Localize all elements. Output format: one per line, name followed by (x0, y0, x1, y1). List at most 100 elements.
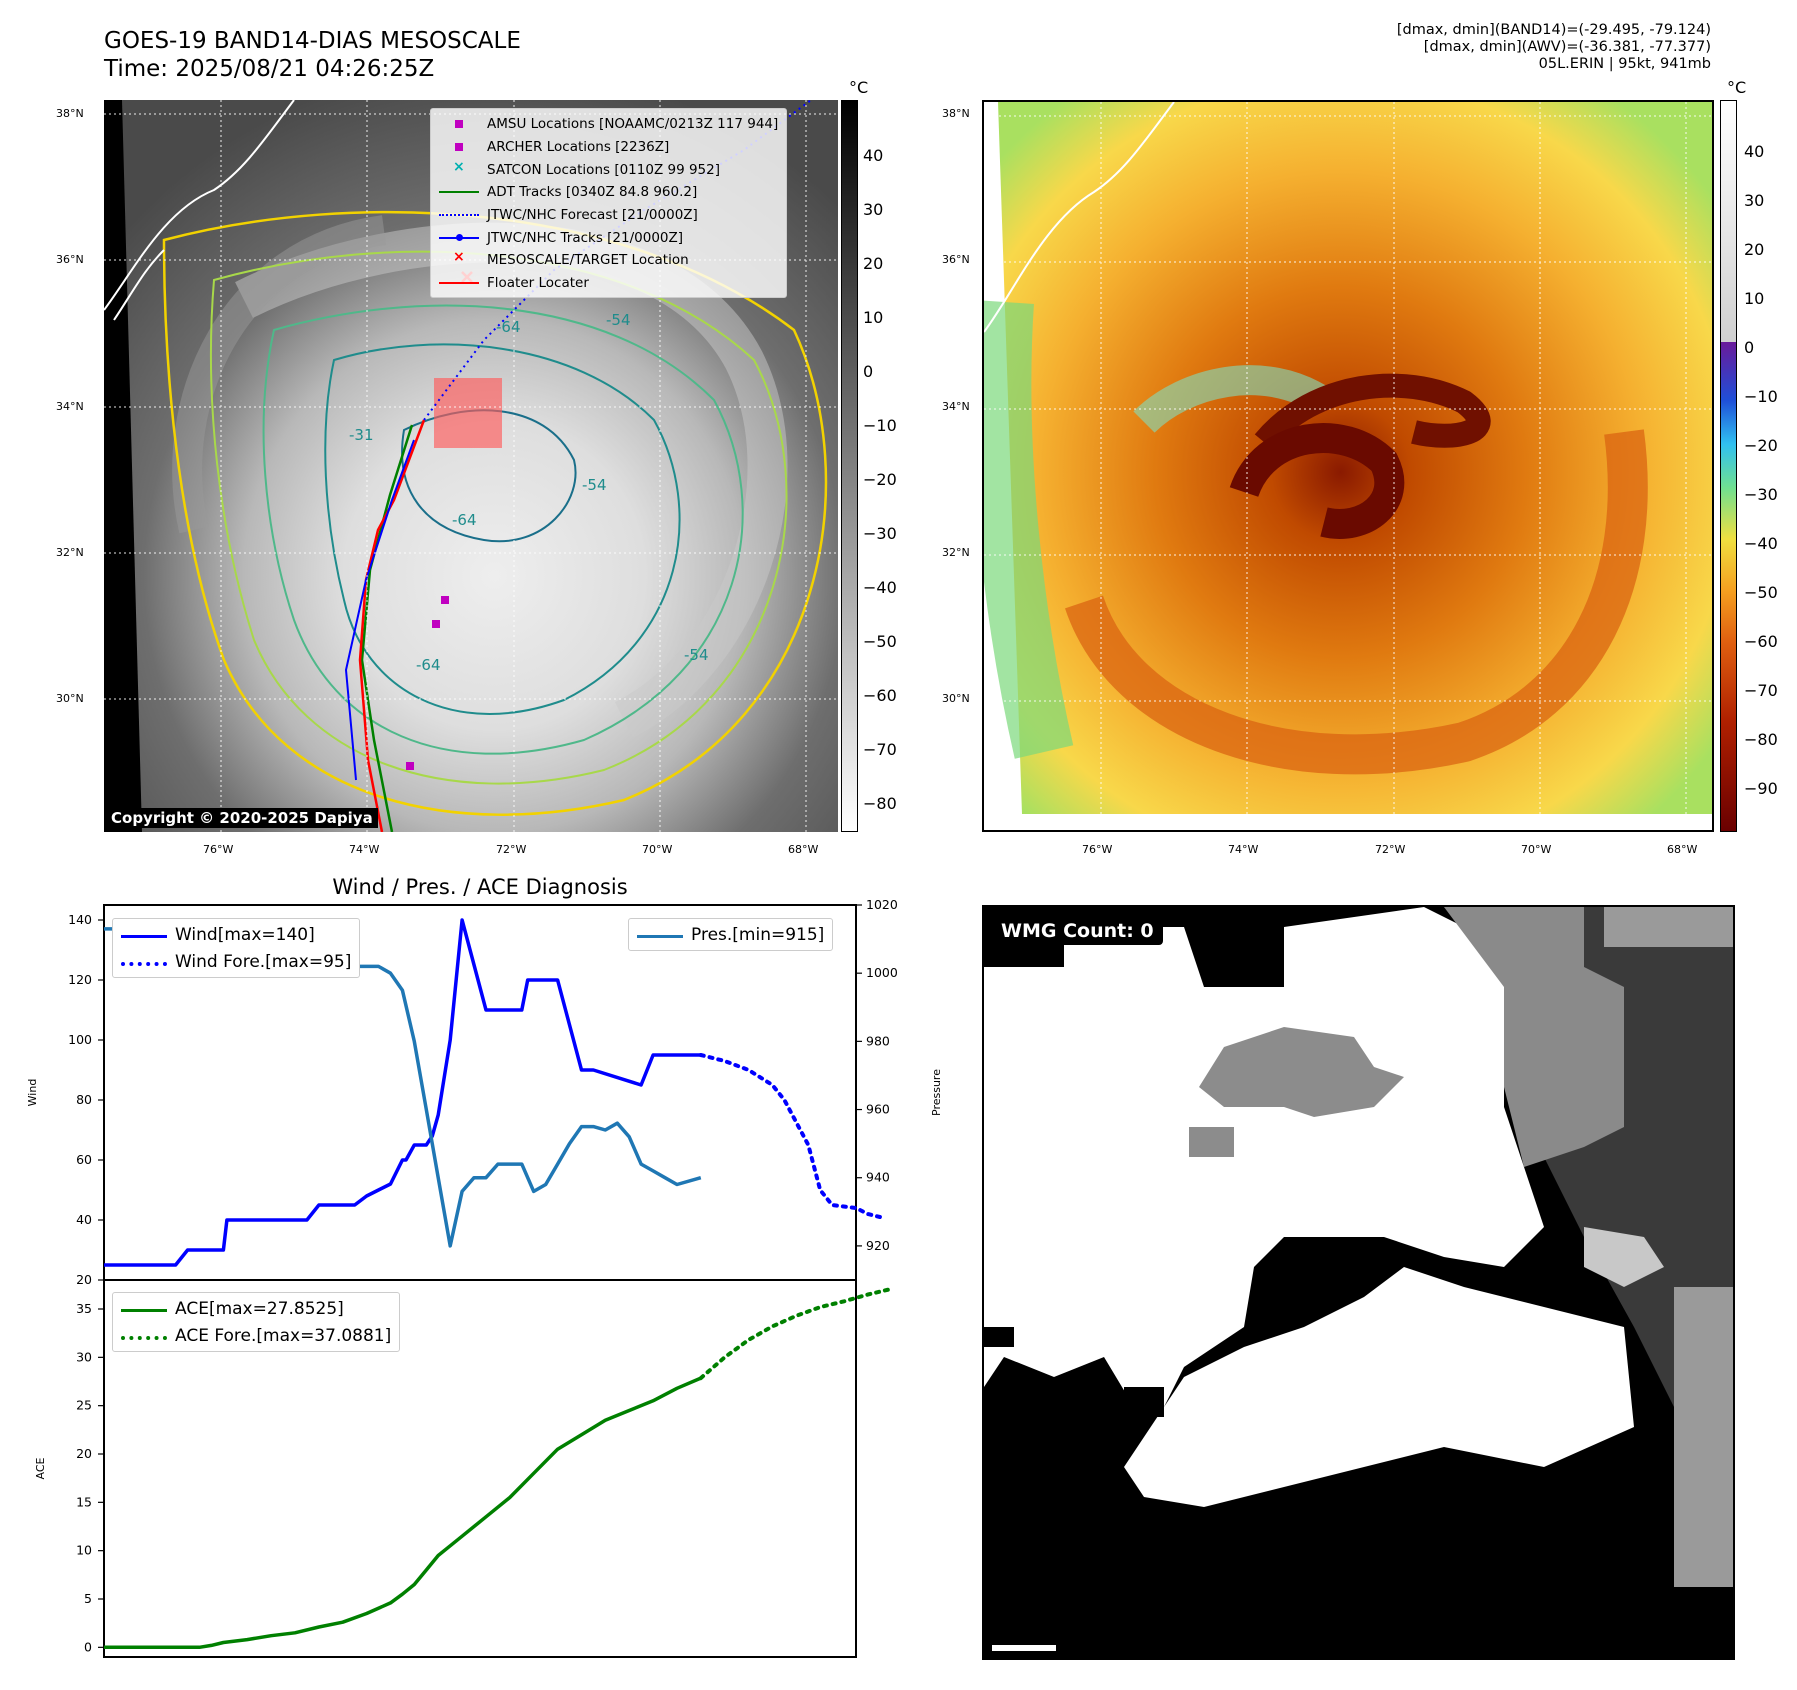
ir-map-panel: -64 -54 -31 -64 -54 -64 -54 AMSU Locatio… (103, 79, 839, 833)
contour-label: -54 (582, 476, 607, 494)
contour-label: -64 (416, 656, 441, 674)
lon-label: 68°W (1667, 843, 1698, 856)
colorbar-tick: −10 (863, 416, 897, 435)
wmg-panel: WMG Count: 0 (982, 905, 1735, 1660)
legend-item-wind-forecast: Wind Fore.[max=95] (121, 948, 351, 975)
legend-item-archer: ARCHER Locations [2236Z] (439, 136, 778, 159)
square-icon (439, 117, 479, 131)
x-marker-icon: × (453, 249, 465, 266)
wmg-image (984, 907, 1733, 1658)
lon-label: 76°W (203, 843, 234, 856)
pressure-axis-tick-label: 960 (866, 1102, 890, 1117)
dotted-line-icon (121, 1329, 167, 1343)
wind-legend: Wind[max=140] Wind Fore.[max=95] (112, 918, 361, 978)
colorbar-right (1720, 100, 1737, 832)
colorbar-tick: −70 (1744, 681, 1778, 700)
pressure-legend: Pres.[min=915] (628, 918, 834, 951)
contour-label: -64 (496, 318, 521, 336)
ace-axis-tick-label: 15 (76, 1494, 92, 1509)
target-box (434, 378, 502, 448)
lat-label: 32°N (56, 546, 84, 559)
figure-title-line2: Time: 2025/08/21 04:26:25Z (104, 56, 435, 82)
line-icon (121, 928, 167, 942)
wind-forecast-line (698, 1053, 882, 1219)
colorbar-tick: 20 (1744, 240, 1765, 259)
ace-axis-tick-label: 30 (76, 1349, 92, 1364)
colorbar-tick: −40 (1744, 534, 1778, 553)
colorbar-tick: −80 (863, 794, 897, 813)
colorbar-tick: 10 (863, 308, 884, 327)
line-icon (439, 276, 479, 290)
wind-axis-tick-label: 20 (76, 1272, 92, 1287)
wind-series-line (104, 918, 701, 1267)
ace-legend: ACE[max=27.8525] ACE Fore.[max=37.0881] (112, 1292, 401, 1352)
lat-label: 38°N (56, 107, 84, 120)
lon-label: 74°W (1228, 843, 1259, 856)
colorbar-tick: 10 (1744, 289, 1765, 308)
colorbar-tick: 20 (863, 254, 884, 273)
wind-axis-tick-label: 100 (68, 1032, 92, 1047)
ace-axis-tick-label: 25 (76, 1398, 92, 1413)
dotted-line-icon (439, 208, 479, 222)
colorbar-tick: −50 (1744, 583, 1778, 602)
wind-axis-tick-label: 140 (68, 912, 92, 927)
wind-axis-tick-label: 120 (68, 972, 92, 987)
figure-title-line1: GOES-19 BAND14-DIAS MESOSCALE (104, 28, 521, 54)
contour-label: -31 (349, 426, 374, 444)
legend-item-forecast: JTWC/NHC Forecast [21/0000Z] (439, 204, 778, 227)
colorbar-tick: −10 (1744, 387, 1778, 406)
legend-item-floater: Floater Locater (439, 272, 778, 295)
lon-label: 72°W (1375, 843, 1406, 856)
legend-item-ace-forecast: ACE Fore.[max=37.0881] (121, 1322, 391, 1349)
ace-axis-label: ACE (34, 1457, 47, 1479)
chart-title: Wind / Pres. / ACE Diagnosis (332, 875, 627, 899)
awv-map-panel (982, 100, 1714, 832)
legend-item-wind: Wind[max=140] (121, 921, 351, 948)
wind-axis-label: Wind (26, 1079, 39, 1107)
diagnostic-info: [dmax, dmin](BAND14)=(-29.495, -79.124) … (1397, 22, 1711, 73)
colorbar-tick: −40 (863, 578, 897, 597)
diagnosis-charts: Wind / Pres. / ACE Diagnosis204060801001… (26, 875, 943, 1658)
pressure-axis-tick-label: 980 (866, 1033, 890, 1048)
lon-label: 70°W (642, 843, 673, 856)
wind-axis-tick-label: 80 (76, 1092, 92, 1107)
pressure-axis-tick-label: 920 (866, 1238, 890, 1253)
ace-forecast-line (698, 1286, 894, 1381)
colorbar-tick: −30 (863, 524, 897, 543)
lat-label: 34°N (56, 400, 84, 413)
colorbar-tick: 0 (863, 362, 874, 381)
colorbar-tick: 40 (863, 146, 884, 165)
ace-axis-tick-label: 5 (84, 1591, 92, 1606)
pressure-axis-tick-label: 940 (866, 1170, 890, 1185)
colorbar-tick: −70 (863, 740, 897, 759)
map-legend: AMSU Locations [NOAAMC/0213Z 117 944] AR… (430, 108, 788, 298)
colorbar-tick: −80 (1744, 730, 1778, 749)
lat-label: 30°N (942, 692, 970, 705)
lat-label: 36°N (942, 253, 970, 266)
colorbar-tick: −60 (1744, 632, 1778, 651)
line-dot-icon (439, 231, 479, 245)
colorbar-left-unit: °C (849, 78, 869, 97)
legend-item-target: × MESOSCALE/TARGET Location (439, 249, 778, 272)
wind-axis-tick-label: 60 (76, 1152, 92, 1167)
pressure-axis-label: Pressure (930, 1069, 943, 1116)
colorbar-tick: −90 (1744, 779, 1778, 798)
line-icon (637, 928, 683, 942)
copyright-label: Copyright © 2020-2025 Dapiya (106, 808, 378, 828)
colorbar-tick: −20 (1744, 436, 1778, 455)
x-marker-icon: × (453, 158, 465, 175)
lon-label: 74°W (349, 843, 380, 856)
lon-label: 70°W (1521, 843, 1552, 856)
line-icon (439, 185, 479, 199)
dotted-line-icon (121, 955, 167, 969)
pressure-axis-tick-label: 1020 (866, 897, 898, 912)
info-band14: [dmax, dmin](BAND14)=(-29.495, -79.124) (1396, 22, 1711, 38)
colorbar-tick: −30 (1744, 485, 1778, 504)
ace-axis-tick-label: 0 (84, 1639, 92, 1654)
lon-label: 72°W (496, 843, 527, 856)
figure-title: GOES-19 BAND14-DIAS MESOSCALE Time: 2025… (104, 27, 521, 83)
legend-item-ace: ACE[max=27.8525] (121, 1295, 391, 1322)
info-awv: [dmax, dmin](AWV)=(-36.381, -77.377) (1423, 39, 1711, 55)
lat-label: 30°N (56, 692, 84, 705)
colorbar-tick: 30 (1744, 191, 1765, 210)
